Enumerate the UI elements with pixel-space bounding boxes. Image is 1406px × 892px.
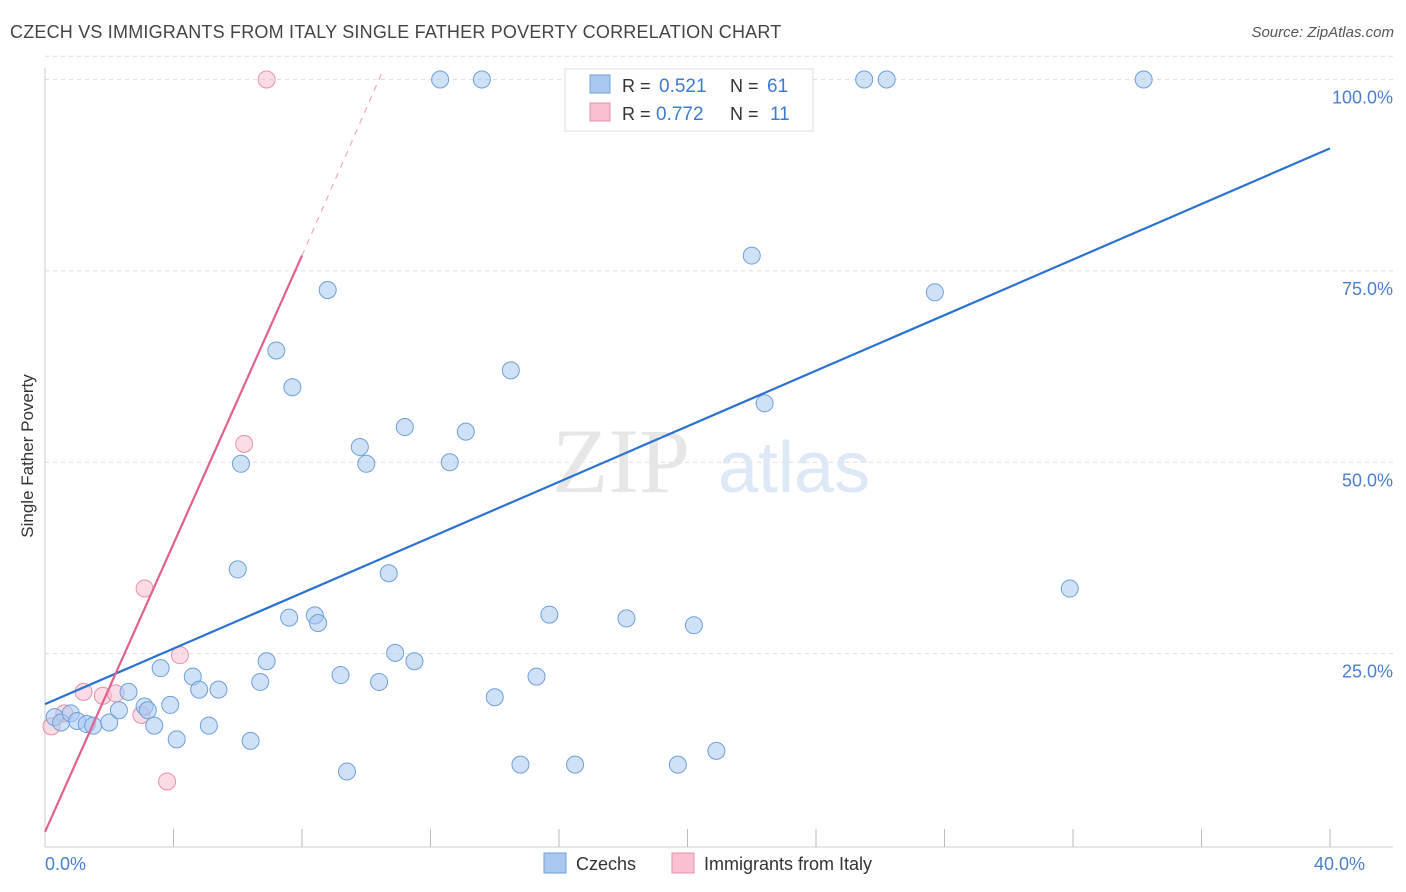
- czech-point: [309, 614, 328, 633]
- czech-point: [161, 695, 180, 714]
- stats-n-value-czechs: 61: [767, 76, 788, 97]
- y-tick-label: 50.0%: [1342, 470, 1393, 490]
- czech-point: [527, 667, 546, 686]
- stats-r-label-czechs: R =: [622, 76, 651, 96]
- y-tick-label: 25.0%: [1342, 662, 1393, 682]
- czech-point: [100, 713, 119, 732]
- czech-point: [431, 70, 450, 89]
- legend-label-czechs: Czechs: [576, 854, 636, 874]
- czech-point: [167, 730, 186, 749]
- czech-point: [228, 560, 247, 579]
- stats-legend: R = 0.521 N = 61 R = 0.772 N = 11: [564, 68, 814, 132]
- czech-point: [119, 682, 138, 701]
- czech-point: [485, 688, 504, 707]
- czech-point: [251, 672, 270, 691]
- czech-point: [145, 716, 164, 735]
- czech-points: [45, 70, 1153, 781]
- italy-trend-extension: [301, 71, 383, 256]
- czech-point: [755, 394, 774, 413]
- italy-point: [158, 772, 177, 791]
- tick-labels: 25.0% 50.0% 75.0% 100.0% 0.0% 40.0%: [45, 88, 1393, 875]
- czech-point: [707, 741, 726, 760]
- legend-label-italy: Immigrants from Italy: [704, 854, 872, 874]
- y-tick-label: 100.0%: [1332, 88, 1393, 108]
- czech-point: [257, 652, 276, 671]
- czech-point: [357, 454, 376, 473]
- czech-point: [395, 418, 414, 437]
- czech-point: [190, 680, 209, 699]
- czech-point: [472, 70, 491, 89]
- italy-trend-line: [43, 255, 304, 833]
- czech-point: [379, 564, 398, 583]
- czechs-trend-line: [44, 147, 1331, 706]
- czech-point: [511, 755, 530, 774]
- czech-point: [456, 422, 475, 441]
- czech-point: [318, 281, 337, 300]
- stats-r-value-czechs: 0.521: [659, 76, 707, 97]
- czech-point: [209, 680, 228, 699]
- y-tick-label: 75.0%: [1342, 279, 1393, 299]
- czech-point: [855, 70, 874, 89]
- czech-point: [267, 341, 286, 360]
- czech-point: [337, 762, 356, 781]
- czech-point: [405, 652, 424, 671]
- czech-point: [386, 643, 405, 662]
- czech-point: [350, 437, 369, 456]
- czech-point: [668, 755, 687, 774]
- czech-point: [440, 453, 459, 472]
- series-legend: Czechs Immigrants from Italy: [543, 852, 872, 874]
- czech-point: [1134, 70, 1153, 89]
- czech-point: [566, 755, 585, 774]
- watermark-atlas: atlas: [718, 428, 870, 508]
- czech-point: [280, 608, 299, 627]
- grid-lines: [45, 55, 1395, 655]
- trend-lines: [43, 71, 1331, 833]
- italy-point: [235, 434, 254, 453]
- czech-point: [151, 659, 170, 678]
- czech-point: [241, 731, 260, 750]
- axes: [44, 68, 1393, 848]
- czech-point: [138, 701, 157, 720]
- italy-point: [257, 70, 276, 89]
- italy-points: [42, 70, 276, 791]
- watermark-zip: ZIP: [552, 410, 690, 512]
- czech-point: [540, 605, 559, 624]
- czech-point: [501, 361, 520, 380]
- czech-point: [331, 666, 350, 685]
- source-credit: Source: ZipAtlas.com: [1251, 24, 1394, 41]
- legend-swatch-czechs: [543, 852, 567, 874]
- x-tick-label: 0.0%: [45, 854, 86, 874]
- stats-n-label-italy: N =: [730, 104, 759, 124]
- stats-n-label-czechs: N =: [730, 76, 759, 96]
- czech-point: [199, 716, 218, 735]
- stats-swatch-italy: [589, 102, 611, 122]
- czech-point: [370, 672, 389, 691]
- x-tick-label: 40.0%: [1314, 854, 1365, 874]
- czech-point: [742, 246, 761, 265]
- czech-point: [684, 616, 703, 635]
- czech-point: [617, 609, 636, 628]
- czech-point: [231, 454, 250, 473]
- stats-swatch-czechs: [589, 74, 611, 94]
- stats-n-value-italy: 11: [770, 104, 790, 125]
- watermark: ZIP atlas: [552, 410, 870, 512]
- legend-swatch-italy: [671, 852, 695, 874]
- stats-r-label-italy: R =: [622, 104, 651, 124]
- stats-r-value-italy: 0.772: [656, 104, 704, 125]
- czech-point: [283, 378, 302, 397]
- czech-point: [877, 70, 896, 89]
- chart-title: CZECH VS IMMIGRANTS FROM ITALY SINGLE FA…: [10, 22, 782, 42]
- czech-point: [109, 701, 128, 720]
- czech-point: [925, 283, 944, 302]
- czech-point: [1060, 579, 1079, 598]
